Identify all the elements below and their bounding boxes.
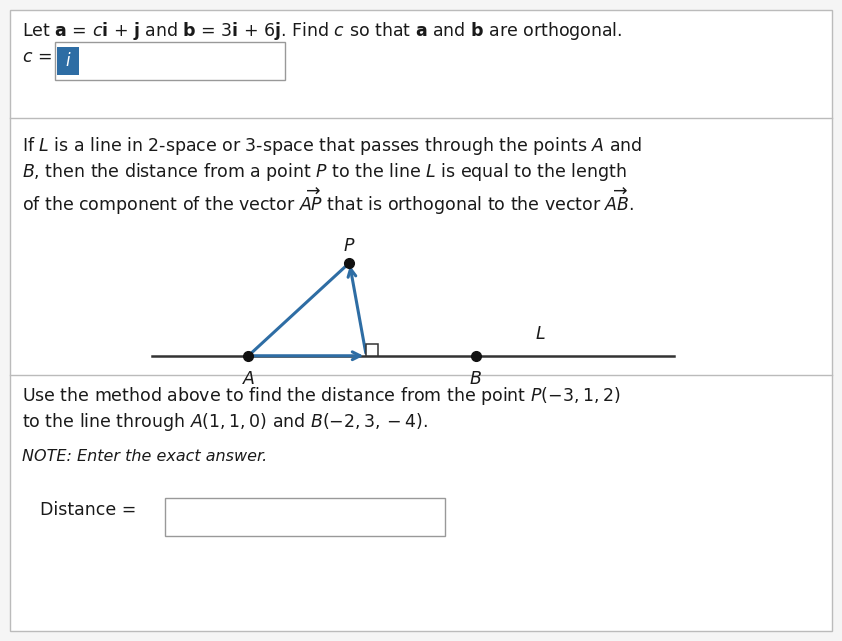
Text: of the component of the vector $\overrightarrow{AP}$ that is orthogonal to the v: of the component of the vector $\overrig… xyxy=(22,187,634,217)
Text: to the line through $A(1, 1, 0)$ and $B(-2, 3, -4)$.: to the line through $A(1, 1, 0)$ and $B(… xyxy=(22,411,429,433)
Text: Use the method above to find the distance from the point $P(-3, 1, 2)$: Use the method above to find the distanc… xyxy=(22,385,621,407)
Text: $L$: $L$ xyxy=(535,325,546,343)
Text: NOTE: Enter the exact answer.: NOTE: Enter the exact answer. xyxy=(22,449,267,464)
Bar xyxy=(55,42,285,80)
Text: $B$, then the distance from a point $P$ to the line $L$ is equal to the length: $B$, then the distance from a point $P$ … xyxy=(22,161,626,183)
Text: Let $\mathbf{a}$ = $c\mathbf{i}$ + $\mathbf{j}$ and $\mathbf{b}$ = $3\mathbf{i}$: Let $\mathbf{a}$ = $c\mathbf{i}$ + $\mat… xyxy=(22,20,622,42)
Text: $B$: $B$ xyxy=(469,370,482,388)
Bar xyxy=(165,498,445,536)
Text: If $L$ is a line in 2-space or 3-space that passes through the points $A$ and: If $L$ is a line in 2-space or 3-space t… xyxy=(22,135,642,157)
Bar xyxy=(57,47,79,75)
Text: i: i xyxy=(66,52,71,70)
Text: $c$ =: $c$ = xyxy=(22,48,52,66)
Text: Distance =: Distance = xyxy=(40,501,136,519)
Bar xyxy=(366,344,378,356)
FancyBboxPatch shape xyxy=(10,10,832,631)
Text: $A$: $A$ xyxy=(242,370,255,388)
Text: $P$: $P$ xyxy=(344,237,355,255)
